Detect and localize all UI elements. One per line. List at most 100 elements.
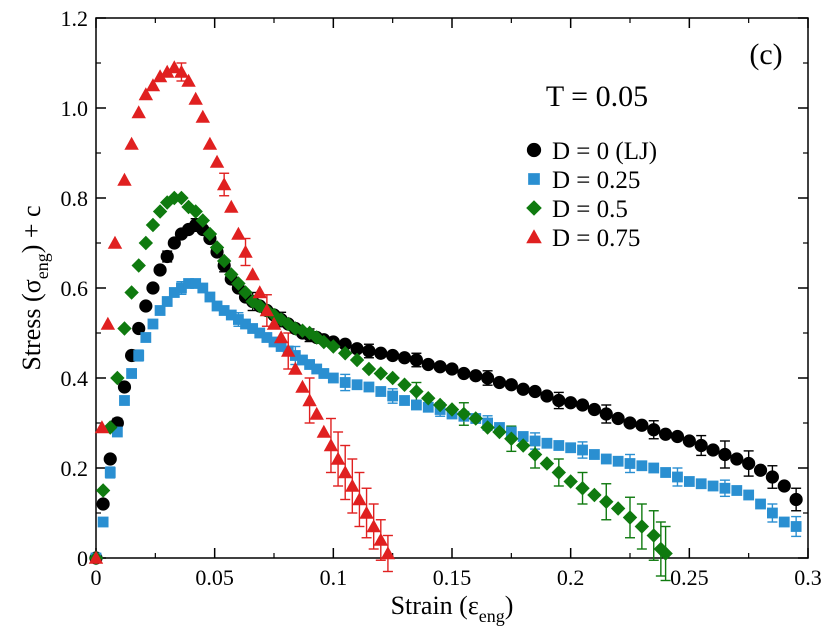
data-point bbox=[309, 406, 324, 420]
data-point bbox=[564, 396, 578, 410]
data-point bbox=[767, 507, 778, 519]
data-point bbox=[647, 423, 661, 437]
data-point bbox=[94, 420, 110, 434]
data-point bbox=[197, 282, 209, 294]
data-point bbox=[268, 336, 280, 348]
data-point bbox=[330, 451, 346, 465]
data-point bbox=[95, 483, 111, 498]
data-point bbox=[706, 443, 720, 457]
data-point bbox=[659, 427, 673, 441]
data-point bbox=[421, 391, 436, 406]
y-axis-label-main: Stress (σ bbox=[17, 279, 46, 370]
data-point bbox=[731, 485, 743, 496]
x-tick-label: 0 bbox=[91, 565, 102, 590]
data-point bbox=[281, 343, 296, 357]
data-point bbox=[670, 429, 685, 444]
data-point bbox=[104, 467, 116, 478]
data-point bbox=[209, 240, 225, 255]
data-point bbox=[202, 136, 218, 150]
data-point bbox=[224, 267, 239, 282]
data-point bbox=[539, 456, 555, 471]
data-point bbox=[527, 447, 543, 462]
data-point bbox=[323, 438, 339, 452]
data-point bbox=[145, 78, 161, 92]
data-point bbox=[154, 305, 166, 316]
data-point bbox=[126, 368, 137, 379]
data-point bbox=[504, 378, 518, 392]
data-point bbox=[295, 379, 310, 393]
data-point bbox=[575, 481, 590, 496]
data-point bbox=[167, 236, 181, 250]
data-point bbox=[110, 370, 125, 386]
data-point bbox=[119, 395, 130, 406]
data-point bbox=[188, 91, 203, 105]
data-point bbox=[153, 263, 167, 277]
data-point bbox=[345, 478, 360, 492]
data-point bbox=[587, 402, 602, 417]
data-point bbox=[339, 377, 351, 388]
y-axis-label-subscript: eng bbox=[32, 253, 52, 279]
y-tick-label: 1.0 bbox=[61, 96, 89, 121]
data-point bbox=[541, 437, 553, 449]
data-point bbox=[375, 386, 387, 397]
y-tick-label: 1.2 bbox=[61, 6, 89, 31]
data-point bbox=[204, 291, 216, 303]
panel-label: (c) bbox=[749, 38, 782, 71]
data-point bbox=[682, 434, 696, 448]
data-point bbox=[254, 327, 266, 339]
data-point bbox=[168, 287, 180, 298]
data-point bbox=[289, 350, 301, 361]
data-point bbox=[504, 431, 519, 446]
data-point bbox=[311, 363, 323, 375]
legend-label: D = 0 (LJ) bbox=[552, 138, 657, 165]
data-point bbox=[352, 492, 367, 506]
data-point bbox=[318, 368, 330, 379]
data-point bbox=[174, 190, 189, 206]
data-point bbox=[216, 177, 232, 191]
data-point bbox=[635, 418, 649, 432]
data-point bbox=[145, 217, 161, 233]
data-point bbox=[553, 440, 565, 451]
x-axis-label-main: Strain (ε bbox=[391, 591, 479, 620]
data-point bbox=[266, 316, 282, 330]
data-point bbox=[432, 397, 448, 413]
data-point bbox=[103, 452, 117, 466]
data-point bbox=[753, 463, 768, 477]
data-point bbox=[211, 300, 223, 312]
data-point bbox=[240, 318, 251, 330]
data-point bbox=[444, 402, 460, 417]
data-point bbox=[373, 532, 388, 546]
data-point bbox=[397, 377, 412, 392]
data-point bbox=[117, 172, 132, 186]
data-point bbox=[327, 372, 339, 384]
data-point bbox=[366, 519, 381, 533]
data-point bbox=[599, 407, 613, 421]
data-point bbox=[563, 474, 578, 489]
data-point bbox=[359, 505, 374, 519]
data-point bbox=[140, 332, 152, 343]
data-point bbox=[624, 458, 636, 469]
data-point bbox=[612, 455, 624, 467]
data-point bbox=[577, 444, 588, 456]
data-point bbox=[636, 460, 648, 472]
data-point bbox=[132, 321, 146, 336]
data-point bbox=[152, 204, 168, 219]
data-point bbox=[139, 299, 153, 313]
data-point bbox=[600, 453, 612, 465]
y-axis-label-close: ) + c bbox=[17, 205, 46, 253]
data-point bbox=[755, 498, 766, 510]
data-point bbox=[181, 199, 196, 215]
y-tick-label: 0.6 bbox=[61, 276, 89, 301]
error-bars bbox=[91, 62, 802, 582]
legend-marker bbox=[526, 142, 542, 158]
data-point bbox=[707, 480, 719, 492]
x-tick-label: 0.2 bbox=[557, 565, 585, 590]
data-point bbox=[338, 465, 353, 479]
data-point bbox=[683, 476, 695, 487]
x-axis-label: Strain (εeng) bbox=[391, 591, 514, 626]
data-point bbox=[338, 346, 353, 361]
data-point bbox=[517, 431, 529, 442]
data-point bbox=[409, 384, 424, 399]
data-point bbox=[304, 359, 315, 370]
data-point bbox=[551, 465, 566, 480]
